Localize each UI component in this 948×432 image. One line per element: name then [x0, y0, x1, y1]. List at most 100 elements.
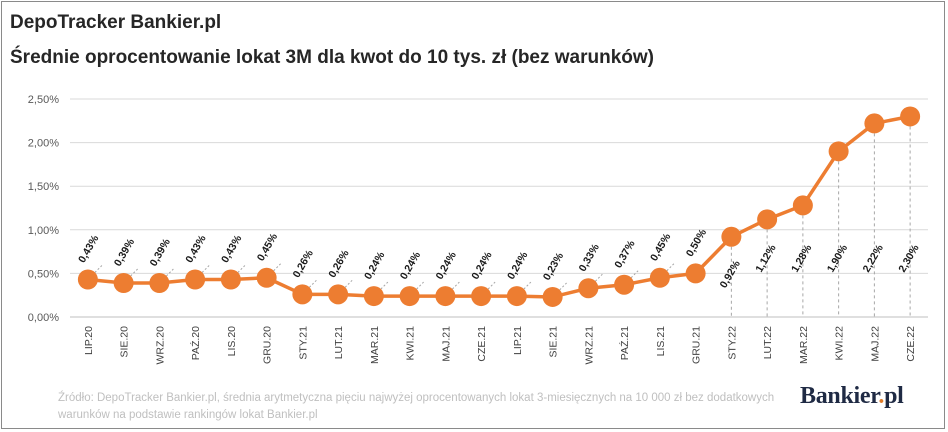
x-axis-tick-labels: LIP.20 SIE.20 WRZ.20 PAŹ.20 LIS.20 GRU.20 STY.… — [83, 326, 917, 365]
chart-title: DepoTracker Bankier.pl — [10, 12, 222, 33]
data-label: 2,22% — [861, 242, 887, 274]
data-label: 1,90% — [825, 242, 851, 274]
x-tick-label: SIE.20 — [119, 326, 131, 358]
data-label: 2,30% — [896, 242, 922, 274]
x-tick-label: LIP.20 — [83, 326, 95, 355]
leader-line — [452, 281, 460, 290]
x-tick-label: MAJ.22 — [869, 326, 881, 362]
data-label: 0,33% — [577, 241, 603, 273]
data-label: 0,39% — [112, 236, 138, 268]
leader-line — [595, 273, 603, 282]
data-label: 0,24% — [505, 249, 531, 281]
bankier-logo: Bankier.pl — [800, 383, 904, 410]
x-tick-label: GRU.21 — [691, 326, 703, 364]
y-tick-label: 1,00% — [28, 225, 59, 237]
data-point — [77, 269, 98, 290]
series-line — [87, 114, 911, 299]
data-point — [363, 286, 384, 307]
data-label: 0,43% — [183, 233, 209, 265]
grid-lines — [70, 98, 928, 318]
data-point — [900, 106, 921, 127]
x-tick-label: MAJ.21 — [440, 326, 452, 362]
data-series — [77, 106, 921, 307]
x-tick-label: LUT.21 — [333, 326, 345, 359]
logo-text-main: Bankier — [800, 383, 879, 409]
data-label: 1,12% — [753, 242, 779, 274]
x-tick-label: SIE.21 — [548, 326, 560, 358]
y-tick-label: 2,50% — [28, 94, 59, 106]
chart-subtitle: Średnie oprocentowanie lokat 3M dla kwot… — [10, 47, 655, 68]
data-point — [399, 286, 420, 307]
label-leader-lines — [94, 126, 911, 317]
x-tick-label: LUT.22 — [762, 326, 774, 359]
data-point — [757, 209, 778, 230]
data-point — [792, 195, 813, 216]
leader-line — [201, 265, 210, 273]
x-tick-label: CZE.22 — [905, 326, 917, 362]
data-label: 0,24% — [362, 249, 388, 281]
leader-line — [309, 279, 317, 288]
x-tick-label: MAR.22 — [798, 326, 810, 364]
y-tick-label: 0,50% — [28, 268, 59, 280]
data-point — [721, 226, 742, 247]
data-label: 0,24% — [398, 249, 424, 281]
data-label: 0,37% — [612, 238, 638, 270]
leader-line — [630, 270, 639, 279]
x-tick-label: KWI.21 — [405, 326, 417, 361]
data-label: 0,26% — [291, 247, 317, 279]
leader-line — [559, 282, 567, 291]
leader-line — [166, 268, 174, 277]
leader-line — [344, 279, 353, 288]
leader-line — [273, 263, 281, 272]
y-tick-label: 0,00% — [28, 312, 59, 324]
data-label: 0,23% — [541, 250, 567, 282]
data-label: 0,50% — [684, 227, 710, 259]
leader-line — [237, 265, 246, 273]
data-label: 0,45% — [648, 231, 674, 263]
logo-text-end: pl — [884, 383, 904, 409]
data-point — [185, 269, 206, 290]
data-point — [578, 278, 599, 299]
data-label: 0,43% — [76, 233, 102, 265]
x-tick-label: GRU.20 — [262, 326, 274, 364]
data-label: 0,43% — [219, 233, 245, 265]
x-tick-label: WRZ.20 — [154, 326, 166, 365]
data-point — [328, 284, 349, 305]
x-tick-label: STY.22 — [726, 326, 738, 360]
data-point — [471, 286, 492, 307]
data-point — [292, 284, 313, 305]
x-tick-label: LIS.20 — [226, 326, 238, 357]
data-label: 0,26% — [326, 247, 352, 279]
x-tick-label: LIP.21 — [512, 326, 524, 355]
leader-line — [416, 281, 424, 290]
data-point — [864, 113, 885, 134]
y-tick-label: 1,50% — [28, 181, 59, 193]
data-point — [506, 286, 527, 307]
data-point — [113, 272, 134, 293]
x-tick-label: MAR.21 — [369, 326, 381, 364]
leader-line — [94, 265, 103, 273]
x-tick-label: LIS.21 — [655, 326, 667, 357]
data-point — [828, 141, 849, 162]
leader-line — [523, 281, 532, 290]
data-label: 0,92% — [718, 258, 744, 290]
data-point — [149, 272, 170, 293]
leader-line — [130, 268, 138, 277]
x-tick-label: CZE.21 — [476, 326, 488, 362]
x-tick-label: PAŹ.20 — [189, 326, 202, 360]
leader-line — [487, 281, 496, 290]
leader-line — [380, 281, 389, 290]
x-tick-label: KWI.22 — [834, 326, 846, 361]
data-point — [685, 263, 706, 284]
data-label: 0,39% — [148, 236, 174, 268]
data-label: 0,24% — [469, 249, 495, 281]
data-label: 1,28% — [789, 242, 815, 274]
x-tick-label: STY.21 — [297, 326, 309, 360]
data-point — [649, 267, 670, 288]
data-point — [256, 267, 277, 288]
data-point — [614, 274, 635, 295]
data-point — [542, 286, 563, 307]
data-point — [435, 286, 456, 307]
data-label: 0,45% — [255, 231, 281, 263]
